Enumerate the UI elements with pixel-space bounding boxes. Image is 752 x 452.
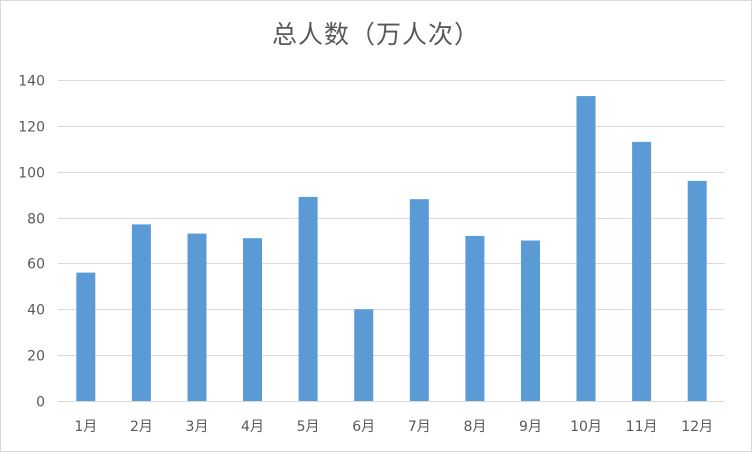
- x-tick-label: 3月: [186, 419, 209, 435]
- x-tick-label: 11月: [626, 419, 658, 435]
- bar-2: [131, 224, 151, 401]
- chart-title: 总人数（万人次）: [271, 20, 480, 49]
- y-tick-label: 100: [18, 166, 45, 182]
- gridlines: [58, 80, 725, 402]
- bar-8: [465, 235, 485, 401]
- x-axis-tick-labels: 1月 2月 3月 4月 5月 6月 7月 8月 9月 10月 11月 12月: [74, 419, 713, 435]
- bar-6: [354, 309, 374, 401]
- x-tick-label: 2月: [130, 419, 153, 435]
- y-tick-label: 80: [27, 212, 45, 228]
- bar-9: [521, 240, 540, 401]
- x-tick-label: 1月: [74, 419, 97, 435]
- bar-4: [243, 238, 262, 401]
- x-tick-label: 12月: [681, 419, 713, 435]
- y-tick-label: 120: [18, 120, 45, 136]
- y-tick-label: 0: [36, 395, 45, 411]
- y-axis-tick-labels: 0 20 40 60 80 100 120 140: [18, 74, 45, 411]
- bar-12: [687, 180, 707, 401]
- bar-5: [298, 196, 318, 401]
- x-tick-label: 10月: [570, 419, 602, 435]
- bar-11: [632, 141, 652, 401]
- x-tick-label: 7月: [408, 419, 431, 435]
- y-tick-label: 40: [27, 303, 45, 319]
- bar-3: [187, 233, 207, 401]
- bars: [76, 96, 707, 401]
- y-tick-label: 20: [27, 349, 45, 365]
- x-tick-label: 5月: [297, 419, 320, 435]
- x-tick-label: 4月: [241, 419, 264, 435]
- bar-7: [409, 199, 429, 401]
- x-tick-label: 8月: [463, 419, 486, 435]
- bar-10: [576, 96, 596, 401]
- x-tick-label: 9月: [519, 419, 542, 435]
- bar-1: [76, 272, 96, 401]
- y-tick-label: 60: [27, 257, 45, 273]
- y-tick-label: 140: [18, 74, 45, 90]
- x-tick-label: 6月: [352, 419, 375, 435]
